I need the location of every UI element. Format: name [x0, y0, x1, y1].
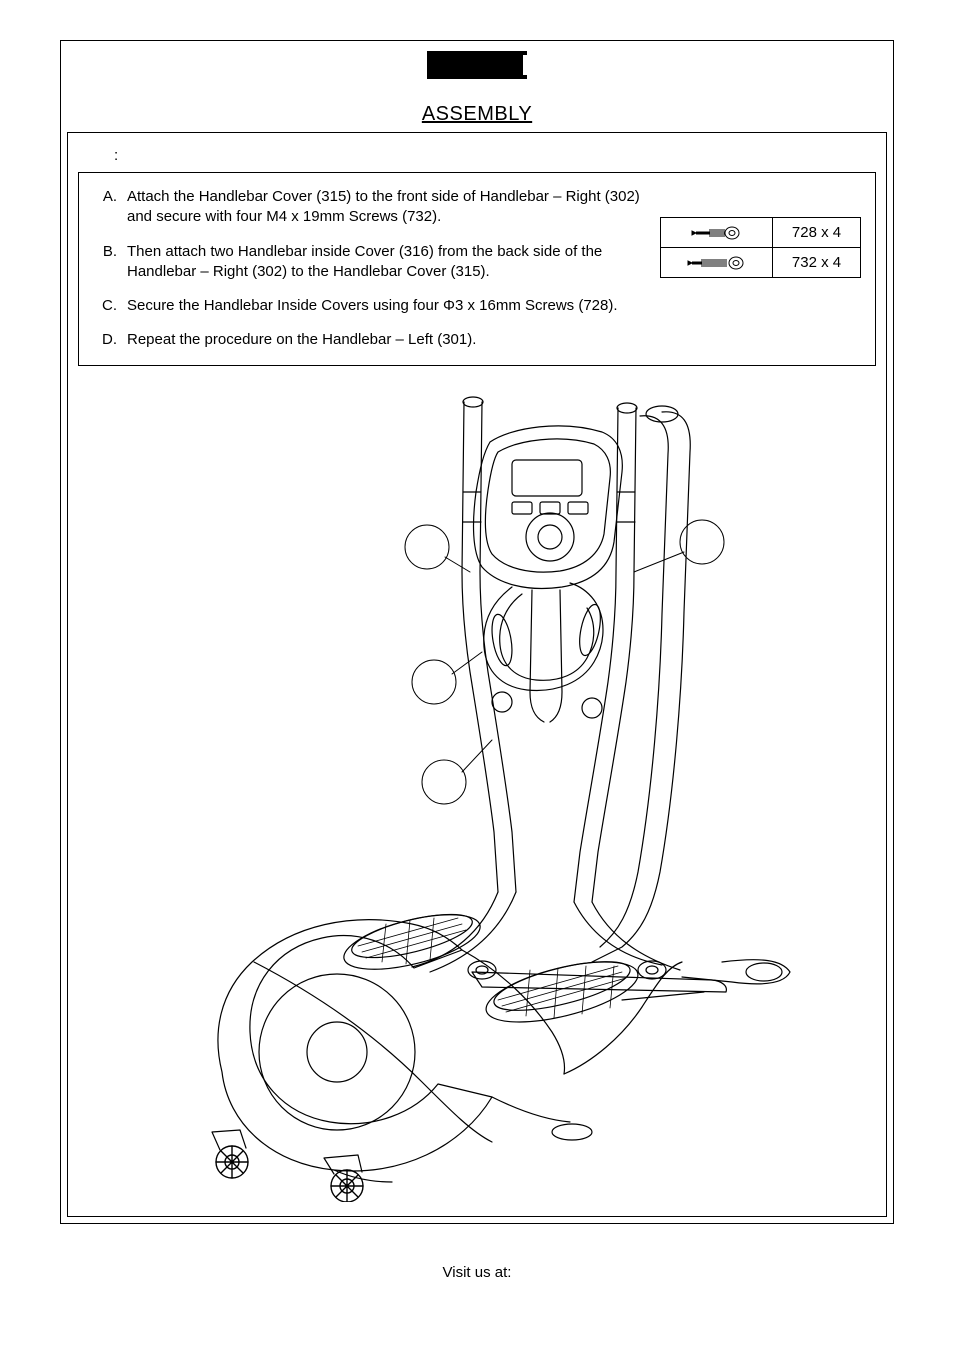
header-bar: [61, 41, 893, 85]
screw-short-icon: [690, 225, 744, 241]
header-black-tab: [427, 51, 527, 79]
instruction-item: A. Attach the Handlebar Cover (315) to t…: [99, 187, 640, 228]
section-title: ASSEMBLY: [61, 103, 893, 126]
header-tab-slit: [523, 55, 529, 75]
table-row: 732 x 4: [661, 248, 861, 278]
footer-text: Visit us at:: [60, 1264, 894, 1281]
page-frame: ASSEMBLY : A. Attach the Handlebar Cover…: [60, 40, 894, 1224]
instruction-marker: B.: [99, 242, 127, 283]
instruction-text: Then attach two Handlebar inside Cover (…: [127, 242, 640, 283]
content-frame: : A. Attach the Handlebar Cover (315) to…: [67, 132, 887, 1217]
instructions-row: A. Attach the Handlebar Cover (315) to t…: [78, 172, 876, 366]
instruction-marker: D.: [99, 330, 127, 350]
table-row: 728 x 4: [661, 218, 861, 248]
hardware-qty: 728 x 4: [773, 218, 861, 248]
screw-long-icon: [686, 255, 748, 271]
hardware-qty: 732 x 4: [773, 248, 861, 278]
instruction-marker: A.: [99, 187, 127, 228]
hardware-icon-cell: [661, 248, 773, 278]
instruction-item: C. Secure the Handlebar Inside Covers us…: [99, 296, 640, 316]
instruction-item: B. Then attach two Handlebar inside Cove…: [99, 242, 640, 283]
instruction-text: Secure the Handlebar Inside Covers using…: [127, 296, 640, 316]
instruction-marker: C.: [99, 296, 127, 316]
instructions-list: A. Attach the Handlebar Cover (315) to t…: [79, 187, 660, 351]
instruction-text: Repeat the procedure on the Handlebar – …: [127, 330, 640, 350]
step-label: :: [68, 133, 886, 168]
hardware-icon-cell: [661, 218, 773, 248]
hardware-table: 728 x 4: [660, 217, 861, 278]
instruction-text: Attach the Handlebar Cover (315) to the …: [127, 187, 640, 228]
assembly-diagram: [68, 372, 886, 1206]
instruction-item: D. Repeat the procedure on the Handlebar…: [99, 330, 640, 350]
